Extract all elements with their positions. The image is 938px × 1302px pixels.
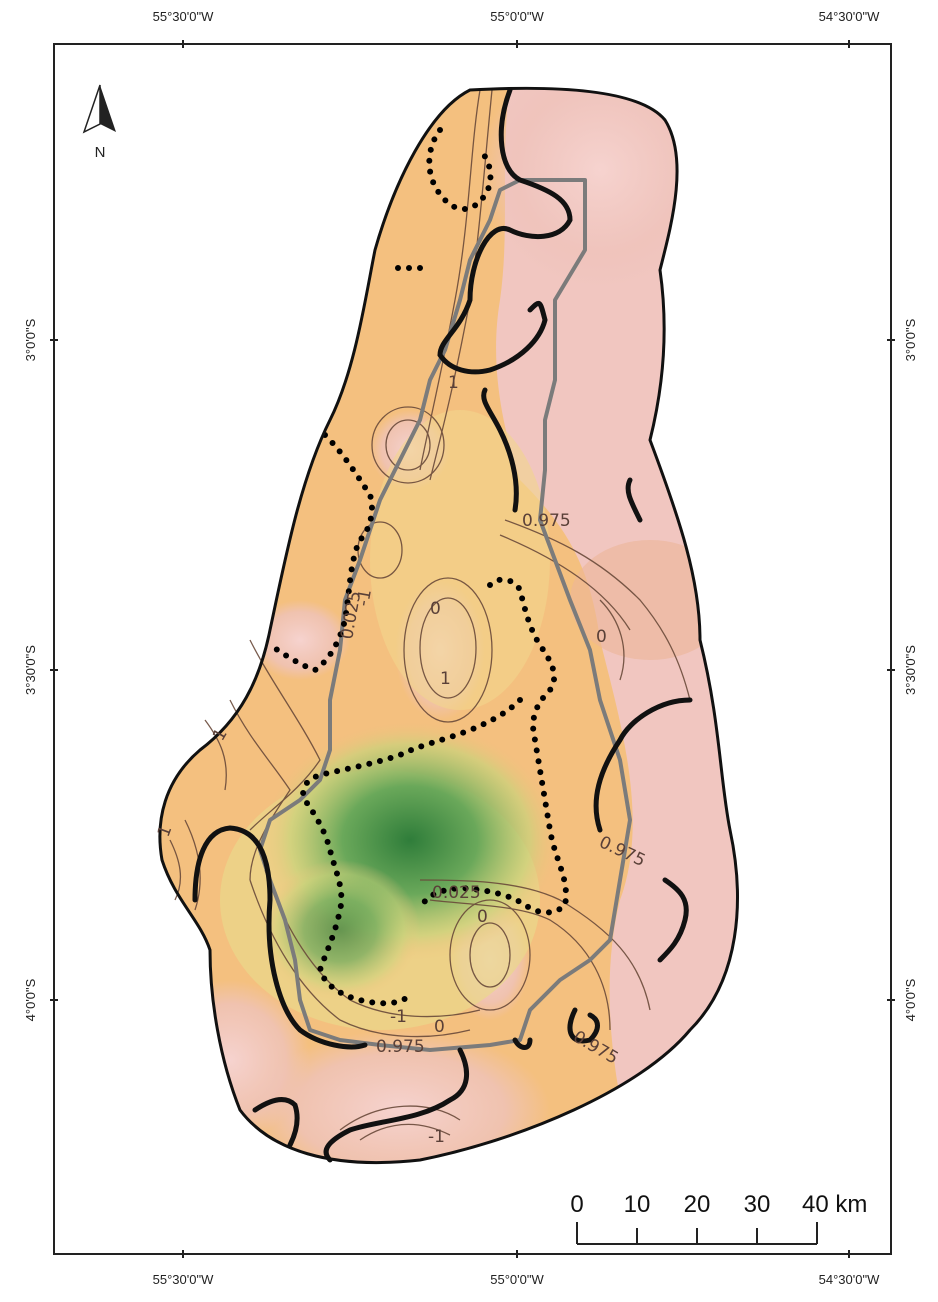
scale-bar-label: 10 <box>624 1191 651 1218</box>
coord-label-bottom: 55°30'0"W <box>153 1272 214 1287</box>
thick-isolines <box>192 87 693 1163</box>
scale-bar-label: 20 <box>684 1191 711 1218</box>
coord-label-top: 55°0'0"W <box>490 9 544 24</box>
boundary-line <box>258 178 632 1052</box>
contour-label: 0 <box>477 907 488 927</box>
contour-label-group: 1 0.975 0.025 -1 0 1 0 0.975 0.025 0 -1 … <box>154 373 649 1147</box>
coord-label-left: 3°30'0"S <box>23 645 38 695</box>
north-arrow-icon: N <box>82 84 116 161</box>
contour-label: -1 <box>353 588 376 608</box>
coord-label-right: 3°0'0"S <box>903 318 918 361</box>
coord-label-right: 3°30'0"S <box>903 645 918 695</box>
frame-ticks <box>50 40 895 1258</box>
dotted-isolines <box>267 127 569 1007</box>
coord-label-bottom: 55°0'0"W <box>490 1272 544 1287</box>
contour-label: -1 <box>390 1007 407 1027</box>
scale-bar-label: 40 km <box>802 1191 867 1218</box>
contour-label: 0 <box>434 1017 445 1037</box>
contour-label: 0 <box>596 627 607 647</box>
contour-label: 0.975 <box>522 511 571 531</box>
scale-bar-label: 30 <box>744 1191 771 1218</box>
contour-label: 0.975 <box>376 1037 425 1057</box>
region-outline <box>158 86 739 1164</box>
contour-label: 1 <box>440 669 451 689</box>
coord-label-bottom: 54°30'0"W <box>819 1272 880 1287</box>
coord-label-top: 55°30'0"W <box>153 9 214 24</box>
coord-label-right: 4°0'0"S <box>903 978 918 1021</box>
contour-lines <box>169 89 691 1141</box>
coord-label-top: 54°30'0"W <box>819 9 880 24</box>
coord-label-left: 4°0'0"S <box>23 978 38 1021</box>
coord-label-left: 3°0'0"S <box>23 318 38 361</box>
contour-label: -1 <box>428 1127 445 1147</box>
contour-label: 1 <box>448 373 459 393</box>
contour-label: 0.025 <box>432 883 481 903</box>
contour-label: 0 <box>430 599 441 619</box>
north-arrow-label: N <box>95 144 106 161</box>
scale-bar: 0 10 20 30 40 km <box>570 1191 867 1245</box>
scale-bar-label: 0 <box>570 1191 583 1218</box>
